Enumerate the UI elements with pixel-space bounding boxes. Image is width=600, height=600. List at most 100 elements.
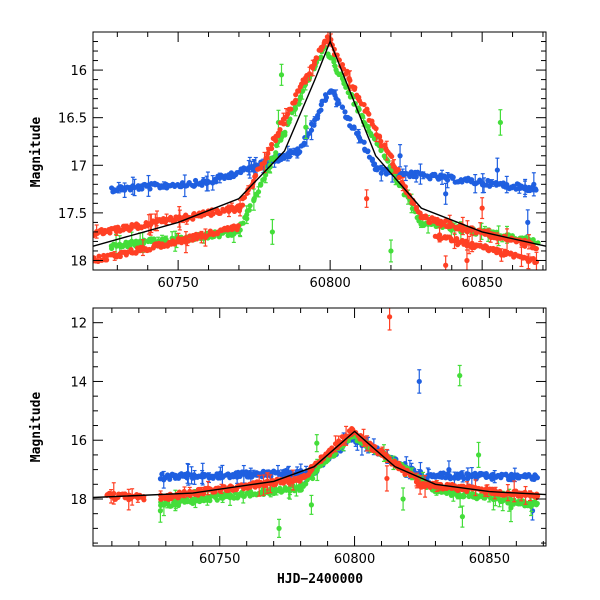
top-x-tick-label: 60750 xyxy=(157,276,198,291)
bottom-y-tick-label: 12 xyxy=(70,317,87,332)
bottom-series-2-point xyxy=(111,490,117,497)
top-series-2-point xyxy=(288,106,294,112)
top-series-2-point xyxy=(190,237,196,243)
top-series-2-point xyxy=(117,253,123,260)
bottom-series-0-point xyxy=(167,476,173,482)
top-series-2-point xyxy=(469,240,475,246)
top-series-2-point xyxy=(273,138,279,144)
bottom-series-1-point xyxy=(214,497,220,503)
bottom-series-1-point xyxy=(230,494,236,500)
bottom-series-1-point xyxy=(157,508,164,514)
top-series-0-point xyxy=(308,127,315,133)
top-model-line xyxy=(93,39,546,247)
top-series-0-point xyxy=(318,107,324,113)
top-series-2-point xyxy=(302,79,309,85)
top-series-2-point xyxy=(347,77,353,84)
top-series-1-point xyxy=(368,132,375,139)
bottom-model-line xyxy=(93,430,546,499)
bottom-series-0-point xyxy=(230,474,236,480)
top-series-0-point xyxy=(504,181,510,188)
top-series-2-point xyxy=(269,141,275,148)
bottom-series-0-point xyxy=(465,476,471,482)
top-series-1-point xyxy=(385,158,391,164)
top-series-2-point xyxy=(464,257,470,264)
bottom-series-2-point xyxy=(384,475,390,482)
bottom-x-tick-label: 60850 xyxy=(469,552,510,567)
top-series-0-point xyxy=(213,179,219,185)
top-series-2-point xyxy=(533,246,539,252)
bottom-series-1-point xyxy=(287,487,293,493)
bottom-panel: Magnitude HJD−2400000 60750 60800 60850 12 1… xyxy=(29,307,547,587)
top-series-1-point xyxy=(282,129,288,135)
top-x-tick-label: 60800 xyxy=(309,276,350,291)
bottom-series-1-point xyxy=(534,500,540,507)
top-series-0-point xyxy=(311,122,317,128)
top-series-2-point xyxy=(295,88,302,94)
top-series-2-point xyxy=(239,202,246,208)
top-series-2-point xyxy=(427,219,433,226)
top-y-tick-label: 17 xyxy=(70,159,87,174)
bottom-series-1-point xyxy=(475,452,482,458)
top-series-1-point xyxy=(365,124,371,130)
bottom-series-0-point xyxy=(416,378,422,385)
top-series-2-point xyxy=(96,253,102,259)
bottom-series-2-point xyxy=(387,314,393,320)
bottom-series-1-point xyxy=(314,440,320,446)
bottom-data-layer xyxy=(93,308,546,538)
top-series-2-point xyxy=(101,252,107,259)
top-series-0-point xyxy=(342,109,348,115)
bottom-series-1-point xyxy=(310,475,316,482)
top-series-2-point xyxy=(217,210,223,216)
top-series-0-point xyxy=(531,181,537,187)
top-series-2-point xyxy=(366,111,372,117)
bottom-series-1-point xyxy=(400,496,406,502)
top-series-2-point xyxy=(443,218,449,224)
bottom-x-axis-title: HJD−2400000 xyxy=(277,572,363,587)
top-series-2-point xyxy=(261,159,268,166)
top-series-1-point xyxy=(278,72,285,78)
top-y-axis-title: Magnitude xyxy=(29,117,44,188)
top-series-0-point xyxy=(380,166,386,173)
top-data-layer xyxy=(93,32,546,270)
top-series-1-point xyxy=(318,54,324,60)
top-series-2-point xyxy=(253,172,259,179)
top-series-1-point xyxy=(267,162,273,168)
bottom-series-1 xyxy=(157,364,540,538)
top-series-1-point xyxy=(240,220,246,226)
bottom-y-axis-title: Magnitude xyxy=(29,392,44,463)
top-series-2-point xyxy=(396,174,403,181)
top-y-tick-label: 17.5 xyxy=(58,207,87,222)
top-series-2-point xyxy=(352,84,358,91)
top-series-1-point xyxy=(497,119,503,126)
top-plot-frame xyxy=(92,31,547,271)
bottom-y-tick-label: 14 xyxy=(70,375,87,390)
top-series-2-point xyxy=(178,240,185,246)
top-series-0-point xyxy=(351,125,357,131)
top-series-1-point xyxy=(247,203,253,209)
top-series-0-point xyxy=(339,104,346,110)
top-series-2-point xyxy=(479,205,485,211)
top-series-0-point xyxy=(444,177,451,183)
top-series-1-point xyxy=(251,195,257,202)
top-series-2-point xyxy=(324,34,330,40)
top-y-tick-label: 18 xyxy=(70,254,87,269)
top-series-2-point xyxy=(277,126,283,133)
bottom-plot-frame xyxy=(92,307,547,547)
top-series-2-point xyxy=(364,196,370,202)
bottom-series-1-point xyxy=(303,481,309,487)
top-series-1-point xyxy=(303,124,309,130)
top-series-2-point xyxy=(378,138,384,144)
bottom-x-tick-label: 60800 xyxy=(334,552,375,567)
top-series-0-point xyxy=(305,131,311,137)
top-series-0-point xyxy=(301,140,307,146)
top-series-0-point xyxy=(297,149,303,155)
top-y-tick-label: 16 xyxy=(70,64,87,79)
bottom-series-1-point xyxy=(207,498,213,504)
top-series-2-point xyxy=(241,194,248,201)
top-series-2-point xyxy=(285,111,291,117)
bottom-series-1-point xyxy=(308,502,315,508)
top-series-0-point xyxy=(533,187,539,193)
top-x-tick-label: 60850 xyxy=(461,276,502,291)
bottom-series-2-point xyxy=(391,458,397,465)
